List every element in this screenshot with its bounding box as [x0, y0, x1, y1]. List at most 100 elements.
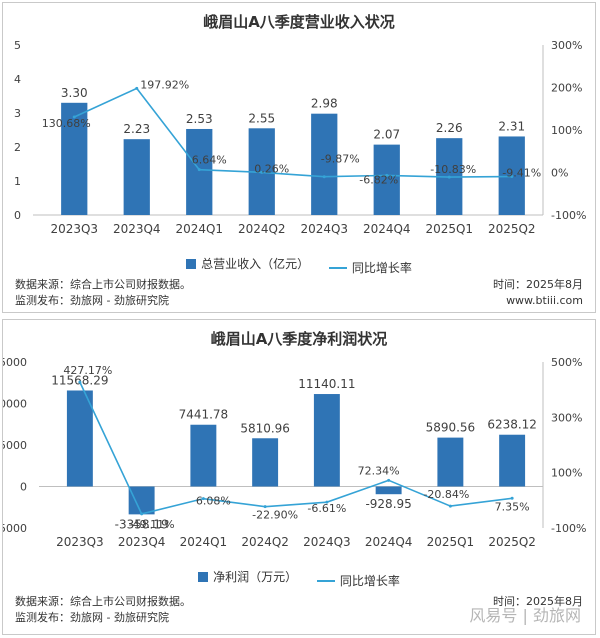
- legend-item-bar: 总营业收入（亿元）: [186, 255, 309, 272]
- bar-data-label: 2.31: [498, 119, 525, 133]
- line-point: [510, 496, 514, 500]
- line-data-label: 7.35%: [495, 500, 530, 513]
- net-profit-chart-panel: 峨眉山A八季度净利润状况 -5000 0 5000 10000 15000 -100% 10…: [2, 319, 596, 635]
- line-point: [325, 500, 329, 504]
- x-tick-label: 2025Q2: [488, 222, 536, 236]
- line-data-label: 0.26%: [254, 162, 289, 175]
- x-tick-label: 2024Q3: [300, 222, 348, 236]
- y2-tick-label: 200%: [551, 82, 582, 95]
- bar: [252, 438, 279, 487]
- line-data-label: -9.41%: [502, 166, 541, 179]
- legend-bar-swatch: [198, 571, 209, 582]
- y-tick-label: 15000: [3, 356, 27, 369]
- y2-tick-label: 0%: [551, 167, 568, 180]
- line-point: [197, 168, 201, 172]
- line-point: [260, 170, 264, 174]
- line-data-label: 427.17%: [63, 364, 112, 377]
- y-tick-label: 3: [14, 107, 21, 120]
- net-profit-chart-svg: -5000 0 5000 10000 15000 -100% 100% 300% 500% 115…: [3, 356, 586, 549]
- line-point: [322, 175, 326, 179]
- legend-label: 同比增长率: [339, 574, 400, 588]
- bar-data-label: 5890.56: [426, 421, 476, 435]
- x-tick-label: 2024Q1: [180, 535, 228, 549]
- y2-tick-label: 300%: [551, 411, 582, 424]
- legend-line-swatch: [328, 266, 347, 269]
- bar: [437, 437, 464, 487]
- data-source-note: 数据来源：综合上市公司财报数据。: [15, 595, 191, 608]
- legend-label: 总营业收入（亿元）: [201, 257, 310, 271]
- line-point: [72, 115, 76, 119]
- y-tick-label: 0: [20, 481, 27, 494]
- bar: [375, 486, 402, 495]
- x-tick-label: 2025Q2: [488, 535, 536, 549]
- bar-data-label: 2.55: [248, 111, 275, 125]
- y-tick-label: 5: [14, 39, 21, 52]
- line-point: [135, 86, 139, 90]
- x-tick-label: 2024Q1: [175, 222, 223, 236]
- line-data-label: 6.08%: [196, 495, 231, 508]
- bar-data-label: 2.07: [373, 128, 400, 142]
- legend: 净利润（万元） 同比增长率: [3, 568, 595, 589]
- bar: [66, 390, 93, 487]
- bar-data-label: 2.26: [436, 121, 463, 135]
- legend: 总营业收入（亿元） 同比增长率: [3, 255, 595, 276]
- bar-data-label: 11140.11: [298, 377, 355, 391]
- y2-tick-label: 300%: [551, 39, 582, 52]
- bar-data-label: 7441.78: [179, 408, 229, 422]
- revenue-chart-panel: 峨眉山A八季度营业收入状况 0 1 2 3 4 5 -100% 0% 100% 200% 300% 3…: [2, 2, 596, 313]
- x-tick-label: 2024Q3: [303, 535, 351, 549]
- chart-footer-right: 时间：2025年8月 www.btiii.com: [493, 277, 583, 309]
- bar: [499, 434, 526, 487]
- publisher-note: 监测发布：劲旅网 - 劲旅研究院: [15, 611, 169, 624]
- bar-data-label: 5810.96: [240, 421, 290, 435]
- publisher-note: 监测发布：劲旅网 - 劲旅研究院: [15, 294, 169, 307]
- date-note: 时间：2025年8月: [493, 278, 583, 291]
- line-data-label: -6.82%: [359, 173, 398, 186]
- line-data-label: 130.68%: [42, 117, 91, 130]
- line-data-label: -10.83%: [430, 163, 476, 176]
- bar: [128, 486, 155, 515]
- x-tick-label: 2023Q4: [113, 222, 161, 236]
- bar-data-label: 6238.12: [487, 418, 537, 432]
- line-point: [387, 478, 391, 482]
- line-data-label: -20.84%: [423, 488, 469, 501]
- x-tick-label: 2025Q1: [425, 222, 473, 236]
- line-point: [510, 174, 514, 178]
- line-point: [201, 497, 205, 501]
- line-point: [385, 173, 389, 177]
- legend-item-bar: 净利润（万元）: [198, 568, 297, 585]
- x-tick-label: 2025Q1: [427, 535, 475, 549]
- bar: [61, 102, 88, 215]
- data-source-note: 数据来源：综合上市公司财报数据。: [15, 278, 191, 291]
- x-tick-label: 2023Q3: [50, 222, 98, 236]
- bar-data-label: 11568.29: [51, 373, 108, 387]
- x-tick-label: 2024Q4: [365, 535, 413, 549]
- y-tick-label: 4: [14, 73, 21, 86]
- bar-data-label: 2.23: [123, 122, 150, 136]
- y2-tick-label: 100%: [551, 124, 582, 137]
- chart-footer: 数据来源：综合上市公司财报数据。 监测发布：劲旅网 - 劲旅研究院: [15, 277, 191, 309]
- site-note: www.btiii.com: [506, 294, 583, 307]
- y2-tick-label: 500%: [551, 356, 582, 369]
- legend-line-swatch: [316, 579, 335, 582]
- bar-data-label: 2.98: [311, 97, 338, 111]
- x-tick-label: 2024Q2: [238, 222, 286, 236]
- y-tick-label: -5000: [3, 522, 27, 535]
- line-data-label: -6.61%: [307, 502, 346, 515]
- revenue-chart-svg: 0 1 2 3 4 5 -100% 0% 100% 200% 300% 3.30 2.23 2.53 2.5…: [14, 39, 586, 236]
- y2-tick-label: -100%: [551, 209, 586, 222]
- legend-label: 净利润（万元）: [213, 570, 298, 584]
- x-tick-label: 2024Q2: [241, 535, 289, 549]
- x-tick-label: 2024Q4: [363, 222, 411, 236]
- chart-title: 峨眉山A八季度净利润状况: [210, 330, 388, 348]
- bar: [373, 144, 400, 215]
- chart-footer-right: 时间：2025年8月: [493, 594, 583, 610]
- x-tick-label: 2023Q3: [56, 535, 104, 549]
- bar-data-label: 2.53: [186, 112, 213, 126]
- bar-data-label: -928.95: [365, 497, 411, 511]
- y-tick-label: 1: [14, 175, 21, 188]
- x-tick-label: 2023Q4: [118, 535, 166, 549]
- y-tick-label: 2: [14, 141, 21, 154]
- growth-rate-line: [73, 87, 512, 178]
- y2-tick-label: -100%: [551, 522, 586, 535]
